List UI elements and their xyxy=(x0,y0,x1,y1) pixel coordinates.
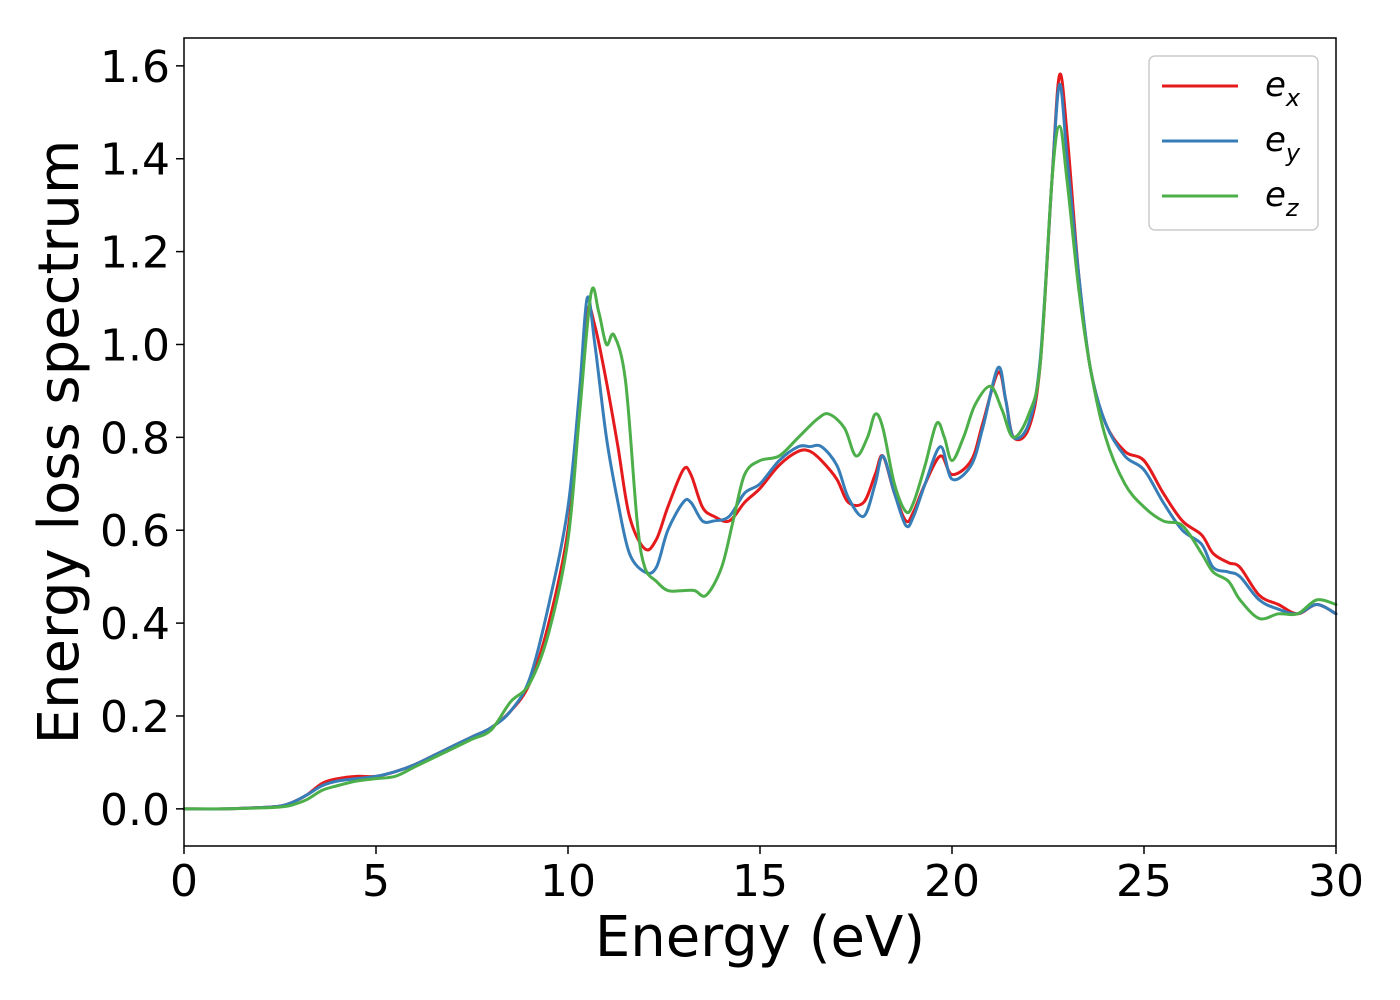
y-tick-label: 0.2 xyxy=(100,692,170,743)
y-tick-label: 0.0 xyxy=(100,785,170,836)
x-tick-label: 25 xyxy=(1116,856,1172,907)
series-layer xyxy=(182,72,1338,811)
y-axis-label: Energy loss spectrum xyxy=(27,140,92,745)
y-tick-label: 0.8 xyxy=(100,413,170,464)
x-tick-label: 30 xyxy=(1308,856,1364,907)
x-tick-label: 15 xyxy=(732,856,788,907)
x-tick-label: 0 xyxy=(170,856,198,907)
x-tick-label: 20 xyxy=(924,856,980,907)
y-tick-label: 1.6 xyxy=(100,42,170,93)
x-axis: 0 5 10 15 20 25 30 xyxy=(170,846,1364,907)
x-tick-label: 5 xyxy=(362,856,390,907)
plot-area xyxy=(184,38,1336,846)
series-line-e-y xyxy=(182,82,1338,811)
y-axis: 0.0 0.2 0.4 0.6 0.8 1.0 1.2 1.4 1.6 xyxy=(100,42,184,836)
y-tick-label: 1.2 xyxy=(100,228,170,279)
y-tick-label: 1.4 xyxy=(100,135,170,186)
legend-label-y: ey xyxy=(1265,120,1301,167)
x-axis-label: Energy (eV) xyxy=(595,905,925,970)
y-tick-label: 0.6 xyxy=(100,506,170,557)
series-line-e-z xyxy=(182,124,1338,811)
x-tick-label: 10 xyxy=(540,856,596,907)
y-tick-label: 0.4 xyxy=(100,599,170,650)
y-tick-label: 1.0 xyxy=(100,320,170,371)
legend-box xyxy=(1148,55,1319,231)
